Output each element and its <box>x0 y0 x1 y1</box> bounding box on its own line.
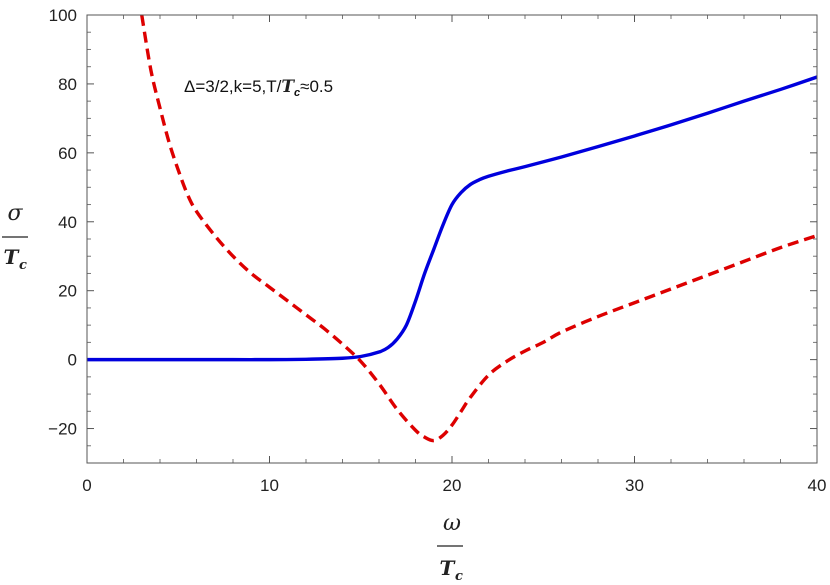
x-tick-label: 30 <box>625 476 644 495</box>
y-tick-label: 80 <box>58 75 77 94</box>
series-line-solid <box>87 75 817 362</box>
x-label-subscript: c <box>455 569 463 584</box>
y-label-denominator: T <box>4 245 21 269</box>
x-axis-label: ω T c <box>437 511 463 584</box>
y-tick-label: 40 <box>58 213 77 232</box>
x-label-numerator: ω <box>443 511 461 536</box>
x-tick-label: 10 <box>260 476 279 495</box>
y-label-numerator: σ <box>7 201 23 226</box>
y-tick-label: 20 <box>58 282 77 301</box>
x-tick-label: 0 <box>82 476 91 495</box>
annotation: Δ=3/2,k=5,T/Tc≈0.5 <box>184 77 333 99</box>
ticks: 0 10 20 30 40 −20 0 20 40 60 80 100 <box>48 6 826 495</box>
y-tick-label: 100 <box>49 6 77 25</box>
series-layer <box>87 15 817 443</box>
y-tick-label: −20 <box>48 420 77 439</box>
x-tick-label: 40 <box>808 476 827 495</box>
series-line-dashed <box>140 15 817 443</box>
y-tick-label: 0 <box>68 351 77 370</box>
y-axis-label: σ T c <box>2 201 28 273</box>
annotation-T: T <box>281 77 295 97</box>
y-label-subscript: c <box>19 258 27 273</box>
annotation-sub: c <box>294 87 300 99</box>
annotation-suffix: ≈0.5 <box>300 77 333 96</box>
y-tick-label: 60 <box>58 144 77 163</box>
x-tick-label: 20 <box>443 476 462 495</box>
x-label-denominator: T <box>440 556 457 580</box>
plot-frame <box>86 14 818 464</box>
annotation-prefix: Δ=3/2,k=5,T/ <box>184 77 282 96</box>
